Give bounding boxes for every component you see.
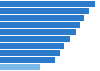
Bar (0, 64, 40, 70)
Bar (0, 36, 70, 42)
Bar (0, 57, 55, 63)
Bar (0, 43, 64, 49)
Bar (0, 29, 76, 35)
Bar (0, 1, 95, 7)
Bar (0, 50, 60, 56)
Bar (0, 8, 89, 14)
Bar (0, 22, 80, 28)
Bar (0, 15, 84, 21)
